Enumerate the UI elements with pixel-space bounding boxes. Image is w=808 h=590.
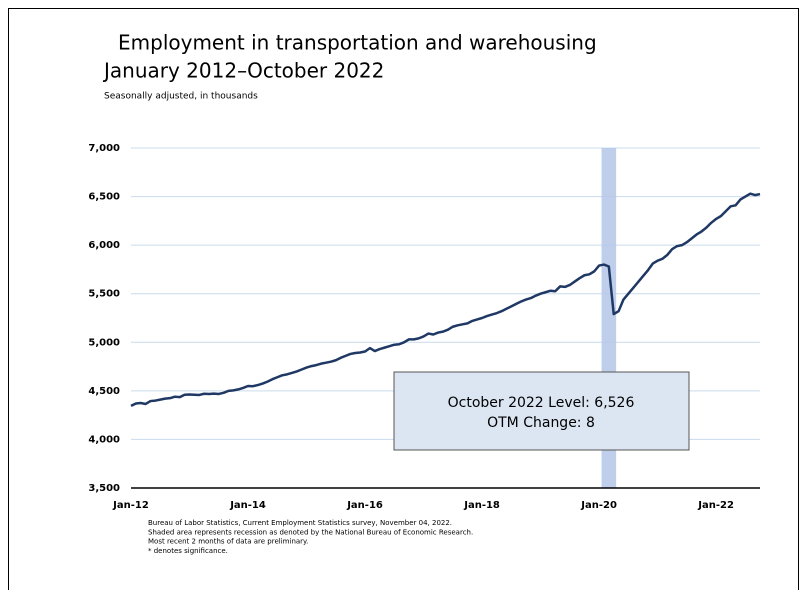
frame	[8, 8, 799, 590]
y-tick-label: 4,500	[88, 386, 120, 397]
annotation-text: October 2022 Level: 6,526	[448, 395, 635, 411]
x-tick-label: Jan-22	[697, 500, 734, 511]
x-tick-label: Jan-14	[229, 500, 266, 511]
x-tick-label: Jan-12	[112, 500, 149, 511]
footnote: Bureau of Labor Statistics, Current Empl…	[148, 519, 452, 527]
y-tick-label: 6,500	[88, 192, 120, 203]
data-line	[130, 192, 761, 408]
units-note: Seasonally adjusted, in thousands	[104, 92, 258, 102]
footnote: Most recent 2 months of data are prelimi…	[148, 538, 308, 546]
x-tick-label: Jan-18	[463, 500, 500, 511]
annotation-box	[393, 371, 690, 451]
annotation-text: OTM Change: 8	[487, 415, 595, 431]
y-tick-label: 4,000	[88, 434, 120, 445]
chart-subtitle: January 2012–October 2022	[102, 59, 384, 83]
y-tick-label: 3,500	[88, 483, 120, 494]
y-tick-label: 5,000	[88, 337, 120, 348]
footnote: Shaded area represents recession as deno…	[148, 528, 473, 536]
y-tick-label: 7,000	[88, 143, 120, 154]
chart-title: Employment in transportation and warehou…	[118, 31, 597, 55]
y-tick-label: 5,500	[88, 289, 120, 300]
footnote: * denotes significance.	[148, 547, 228, 555]
y-tick-label: 6,000	[88, 240, 120, 251]
x-tick-label: Jan-20	[580, 500, 617, 511]
x-tick-label: Jan-16	[346, 500, 383, 511]
